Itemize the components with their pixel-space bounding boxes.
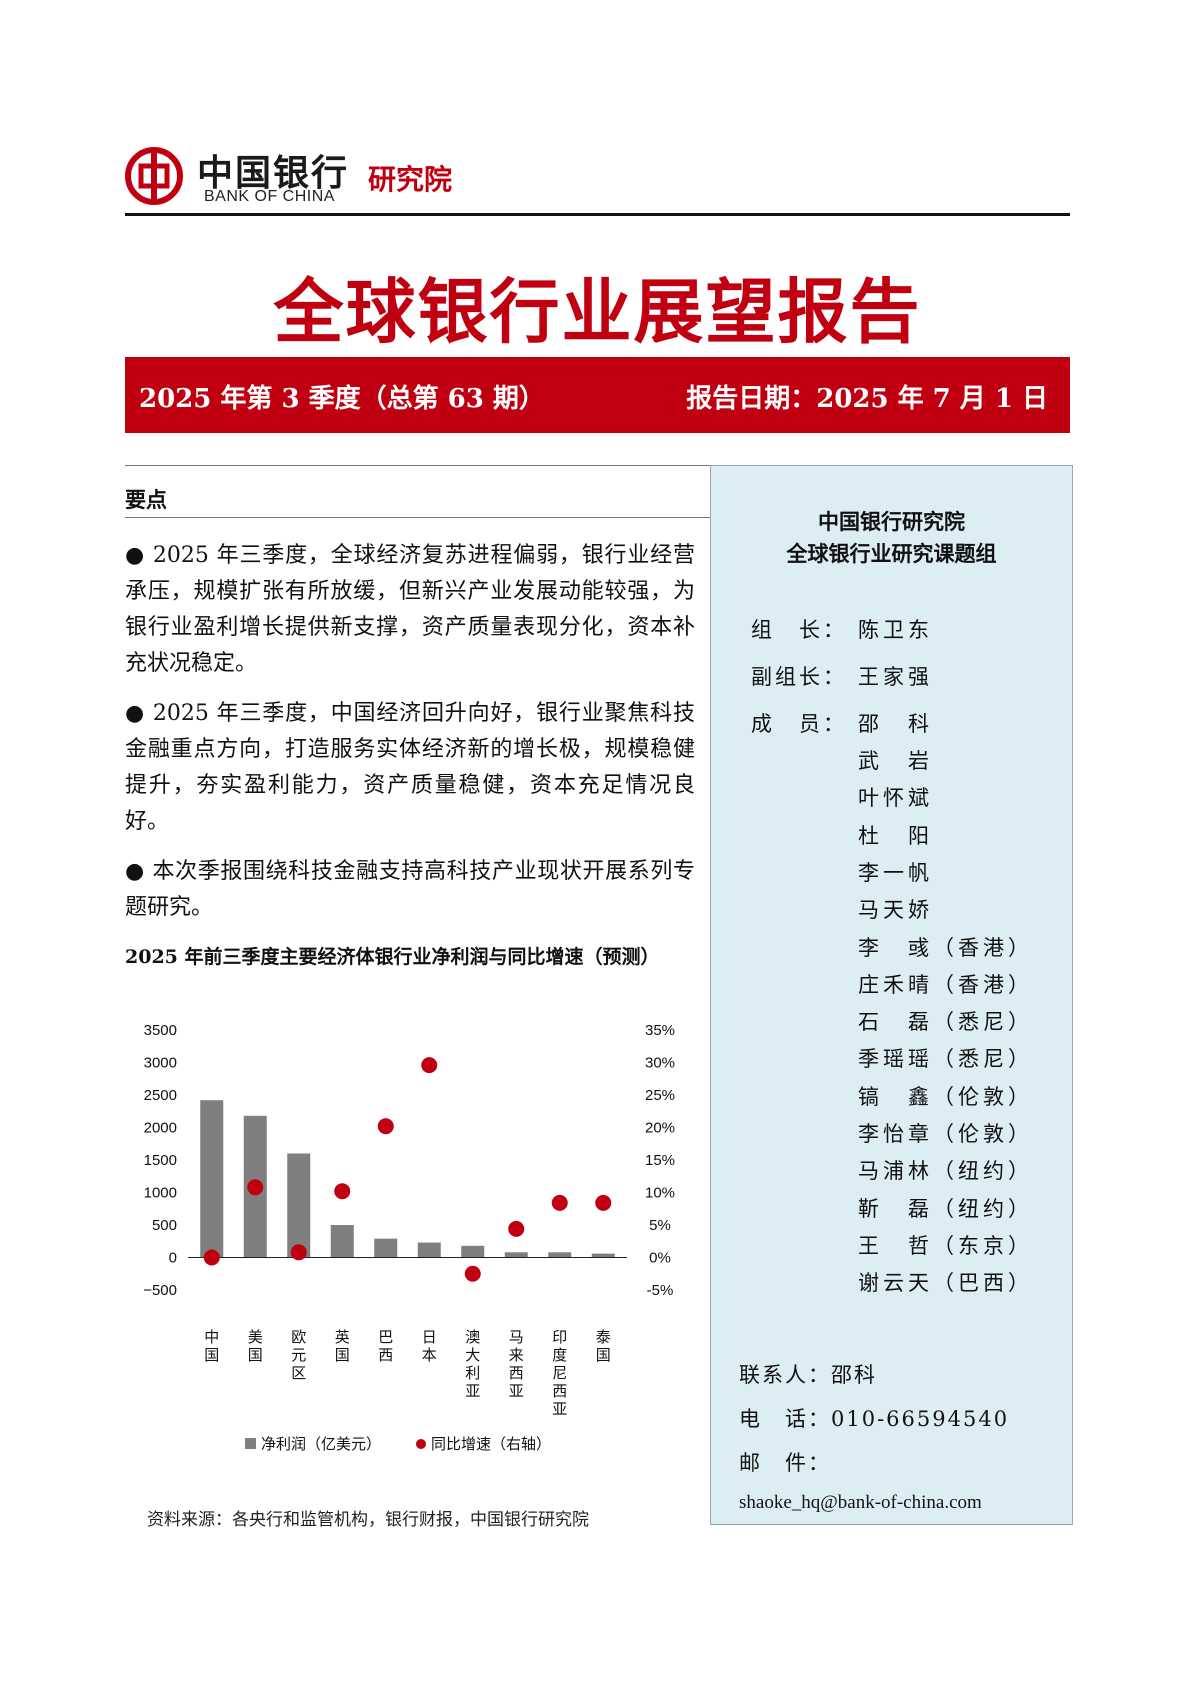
- institute-name: 研究院: [368, 163, 453, 196]
- team-member: 镐 鑫（伦敦）: [858, 1084, 1033, 1109]
- legend-bar-swatch: [245, 1438, 256, 1449]
- y-right-tick-label: 10%: [645, 1185, 675, 1202]
- summary-divider: [125, 517, 710, 518]
- y-left-tick-label: −500: [143, 1282, 177, 1299]
- y-left-tick-label: 3000: [144, 1055, 177, 1072]
- team-member: 庄禾晴（香港）: [858, 972, 1033, 997]
- summary-bullet: ● 2025 年三季度，中国经济回升向好，银行业聚焦科技金融重点方向，打造服务实…: [125, 701, 695, 834]
- y-right-tick-label: 25%: [645, 1087, 675, 1104]
- team-member: 季瑶瑶（悉尼）: [858, 1047, 1033, 1072]
- bank-profit-chart: 3500 3000 2500 2000 1500 1000 500 0 −500 35% 30% 25…: [143, 1022, 675, 1453]
- y-left-tick-label: 1500: [144, 1152, 177, 1169]
- legend-point-swatch: [416, 1439, 426, 1449]
- y-left-tick-label: 2500: [144, 1087, 177, 1104]
- team-member: 邵 科: [858, 712, 933, 736]
- contact-email: shaoke_hq@bank-of-china.com: [739, 1492, 982, 1513]
- contact-person: 联系人：邵科: [739, 1363, 877, 1387]
- growth-point: [203, 1249, 220, 1266]
- summary-top-divider: [125, 465, 710, 466]
- category-label: 澳大利亚: [465, 1328, 480, 1400]
- team-member: 李 彧（香港）: [858, 935, 1033, 960]
- growth-point: [464, 1265, 481, 1282]
- logo-english-name: BANK OF CHINA: [204, 188, 335, 205]
- logo-chinese-name: 中国银行: [197, 152, 350, 194]
- bar: [548, 1252, 572, 1258]
- y-right-tick-label: -5%: [647, 1282, 674, 1299]
- bar: [417, 1242, 441, 1258]
- growth-point: [247, 1179, 264, 1196]
- growth-point: [595, 1194, 612, 1211]
- chart-title: 2025 年前三季度主要经济体银行业净利润与同比增速（预测）: [125, 946, 660, 968]
- team-member: 李一帆: [858, 860, 933, 885]
- summary-bullet: ● 2025 年三季度，全球经济复苏进程偏弱，银行业经营承压，规模扩张有所放缓，…: [125, 543, 695, 676]
- team-member: 靳 磊（纽约）: [858, 1196, 1033, 1221]
- contact-mail-label: 邮 件：: [739, 1451, 831, 1475]
- bank-of-china-logo-icon: [125, 147, 183, 205]
- growth-point: [334, 1183, 351, 1200]
- bar: [461, 1245, 485, 1258]
- header-divider: [125, 213, 1070, 216]
- y-left-tick-label: 3500: [144, 1022, 177, 1039]
- team-member: 马天娇: [858, 898, 933, 923]
- summary-bullets: ● 2025 年三季度，全球经济复苏进程偏弱，银行业经营承压，规模扩张有所放缓，…: [125, 538, 695, 940]
- team-member: 王 哲（东京）: [858, 1233, 1033, 1258]
- legend-label: 净利润（亿美元）: [261, 1435, 381, 1453]
- role-label: 成 员：: [751, 712, 847, 736]
- bar: [591, 1253, 615, 1258]
- y-left-tick-label: 2000: [144, 1120, 177, 1137]
- bar: [200, 1100, 224, 1258]
- category-label: 印度尼西亚: [552, 1328, 567, 1418]
- team-member: 马浦林（纽约）: [858, 1159, 1033, 1184]
- issue-number: 2025 年第 3 季度（总第 63 期）: [139, 384, 545, 414]
- contact-phone: 电 话：010-66594540: [739, 1407, 1010, 1431]
- y-left-tick-label: 1000: [144, 1185, 177, 1202]
- team-member: 武 岩: [858, 749, 933, 773]
- role-label: 组 长：: [751, 618, 847, 642]
- category-label: 巴西: [378, 1328, 393, 1364]
- y-right-tick-label: 5%: [649, 1217, 671, 1234]
- growth-point: [421, 1057, 438, 1074]
- category-label: 英国: [335, 1328, 350, 1364]
- team-member: 谢云天（巴西）: [858, 1271, 1033, 1296]
- y-right-tick-label: 0%: [649, 1250, 671, 1267]
- data-source: 资料来源：各央行和监管机构，银行财报，中国银行研究院: [147, 1510, 589, 1530]
- issue-banner: 2025 年第 3 季度（总第 63 期） 报告日期：2025 年 7 月 1 …: [125, 357, 1070, 433]
- team-member: 杜 阳: [858, 823, 933, 848]
- bar: [504, 1252, 528, 1258]
- bar: [330, 1225, 354, 1258]
- category-label: 中国: [204, 1328, 219, 1364]
- team-member: 陈卫东: [858, 618, 933, 642]
- growth-point: [551, 1194, 568, 1211]
- legend-label: 同比增速（右轴）: [431, 1435, 551, 1453]
- y-right-tick-label: 30%: [645, 1055, 675, 1072]
- category-label: 马来西亚: [509, 1328, 524, 1400]
- category-label: 泰国: [596, 1328, 611, 1364]
- report-date: 报告日期：2025 年 7 月 1 日: [686, 384, 1048, 414]
- panel-org: 中国银行研究院: [818, 510, 965, 534]
- category-label: 日本: [422, 1328, 437, 1364]
- growth-point: [508, 1220, 525, 1237]
- team-panel: 中国银行研究院 全球银行业研究课题组 组 长： 陈卫东 副组长： 王家强 成 员…: [710, 465, 1073, 1525]
- team-member: 李怡章（伦敦）: [858, 1122, 1033, 1146]
- summary-bullet: ● 本次季报围绕科技金融支持高科技产业现状开展系列专题研究。: [125, 859, 695, 920]
- y-right-tick-label: 15%: [645, 1152, 675, 1169]
- category-label: 美国: [248, 1328, 263, 1364]
- team-member: 石 磊（悉尼）: [858, 1010, 1033, 1035]
- y-left-tick-label: 0: [169, 1250, 177, 1267]
- summary-heading: 要点: [125, 488, 167, 512]
- y-left-tick-label: 500: [152, 1217, 177, 1234]
- report-title: 全球银行业展望报告: [273, 271, 922, 353]
- team-member: 王家强: [858, 665, 933, 689]
- role-label: 副组长：: [751, 665, 847, 689]
- bar: [287, 1153, 311, 1258]
- team-member: 叶怀斌: [858, 786, 933, 811]
- category-label: 欧元区: [291, 1328, 306, 1382]
- panel-group: 全球银行业研究课题组: [786, 542, 997, 566]
- growth-point: [290, 1244, 307, 1261]
- bar: [374, 1238, 398, 1258]
- y-right-tick-label: 35%: [645, 1022, 675, 1039]
- y-right-tick-label: 20%: [645, 1120, 675, 1137]
- growth-point: [377, 1118, 394, 1135]
